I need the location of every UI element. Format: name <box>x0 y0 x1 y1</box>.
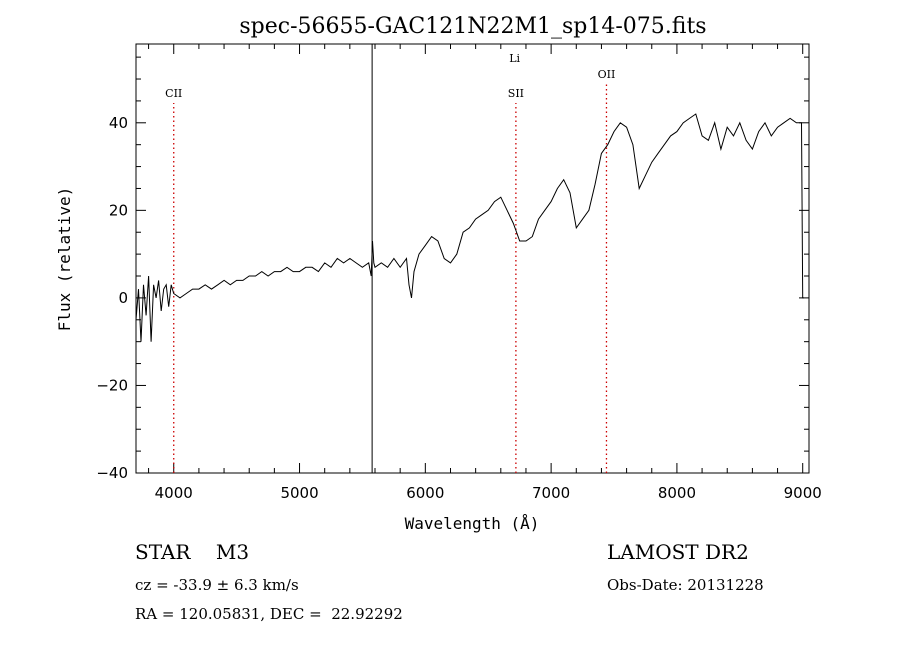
plot-frame <box>135 43 810 474</box>
spectrum-series-line <box>135 113 804 342</box>
x-tick-label: 7000 <box>532 484 570 502</box>
axis-ticks: 4000 5000 6000 7000 8000 9000 −40 −20 0 20 40 <box>96 44 822 502</box>
object-classification: STAR M3 <box>135 540 250 564</box>
y-axis-label: Flux (relative) <box>55 187 74 332</box>
x-tick-label: 4000 <box>155 484 193 502</box>
survey-name: LAMOST DR2 <box>607 540 749 564</box>
marker-label-sii: SII <box>508 87 524 100</box>
marker-label-li: Li <box>509 52 520 65</box>
redshift-velocity: cz = -33.9 ± 6.3 km/s <box>135 576 299 594</box>
y-tick-label: 20 <box>109 201 128 219</box>
marker-label-cii: CII <box>165 87 182 100</box>
y-tick-label: −40 <box>96 464 128 482</box>
chart-title: spec-56655-GAC121N22M1_sp14-075.fits <box>239 14 706 39</box>
x-tick-label: 5000 <box>280 484 318 502</box>
x-axis-label: Wavelength (Å) <box>405 514 540 533</box>
x-tick-label: 8000 <box>658 484 696 502</box>
coordinates: RA = 120.05831, DEC = 22.92292 <box>135 605 403 623</box>
x-tick-label: 6000 <box>406 484 444 502</box>
marker-label-oii: OII <box>598 68 616 81</box>
observation-date: Obs-Date: 20131228 <box>607 576 764 594</box>
y-tick-label: −20 <box>96 376 128 394</box>
x-tick-label: 9000 <box>784 484 822 502</box>
y-tick-label: 40 <box>109 114 128 132</box>
y-tick-label: 0 <box>118 289 128 307</box>
spectral-line-markers: CII SII Li OII <box>165 52 615 473</box>
